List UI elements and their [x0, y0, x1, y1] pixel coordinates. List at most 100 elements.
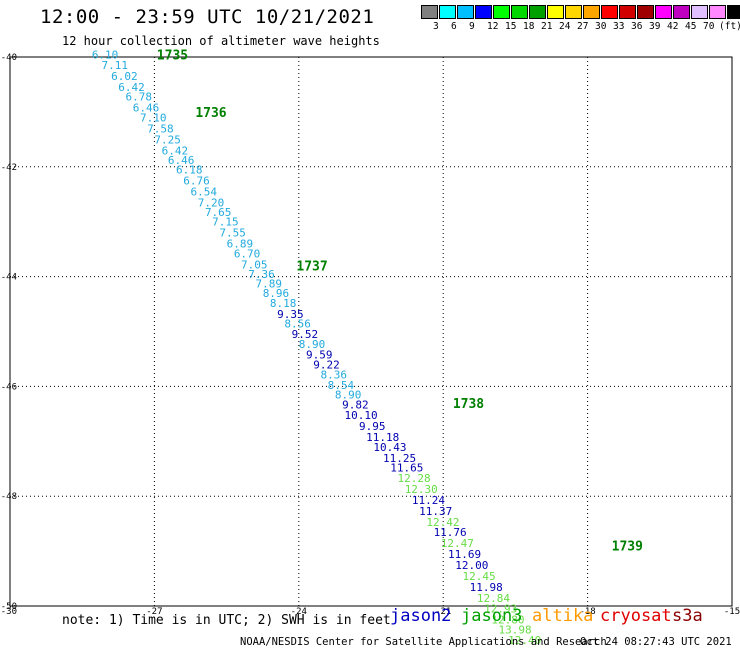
legend-swatch [421, 5, 438, 19]
wave-height-reading: 6.89 [227, 238, 254, 251]
wave-height-reading: 6.46 [168, 154, 195, 167]
wave-height-reading: 7.58 [147, 122, 174, 135]
satellite-jason2: jason2 [390, 606, 452, 626]
wave-height-reading: 12.00 [455, 559, 488, 572]
legend-swatch [439, 5, 456, 19]
wave-height-reading: 6.78 [126, 91, 152, 104]
legend-label: 45 [685, 21, 697, 32]
wave-height-reading: 7.10 [140, 111, 167, 124]
wave-height-reading: 12.84 [477, 592, 510, 605]
legend-label: 39 [649, 21, 661, 32]
latitude-label: -42 [1, 163, 17, 173]
wave-height-reading: 9.82 [342, 399, 369, 412]
legend-swatch [673, 5, 690, 19]
wave-height-reading: 9.59 [306, 349, 333, 362]
wave-height-reading: 6.42 [118, 81, 145, 94]
wave-height-reading: 6.18 [176, 164, 203, 177]
wave-height-reading: 12.45 [462, 570, 495, 583]
legend-swatch [727, 5, 740, 19]
longitude-label: -24 [291, 607, 307, 617]
legend-label: (ft) [719, 21, 740, 32]
wave-height-reading: 11.37 [419, 505, 452, 518]
wave-height-reading: 12.80 [491, 614, 524, 627]
wave-height-reading: 11.18 [366, 431, 399, 444]
wave-height-reading: 12.28 [397, 472, 430, 485]
pass-time-label: 1735 [157, 48, 188, 63]
pass-time-label: 1739 [612, 540, 643, 555]
legend-swatch [493, 5, 510, 19]
wave-height-reading: 10.43 [373, 441, 406, 454]
wave-height-reading: 7.65 [205, 206, 232, 219]
wave-height-reading: 11.76 [434, 526, 467, 539]
credit-line: NOAA/NESDIS Center for Satellite Applica… [240, 636, 607, 648]
legend-swatch [547, 5, 564, 19]
wave-height-reading: 7.11 [101, 59, 128, 72]
legend-label: 18 [523, 21, 535, 32]
map-frame [9, 56, 733, 607]
legend-swatch [619, 5, 636, 19]
legend-swatch [655, 5, 672, 19]
wave-height-reading: 8.90 [335, 389, 362, 402]
legend-swatch [637, 5, 654, 19]
pass-time-label: 1738 [453, 397, 484, 412]
latitude-label: -50 [1, 602, 17, 612]
latitude-label: -40 [1, 53, 17, 63]
latitude-label: -46 [1, 382, 17, 392]
legend-swatch [565, 5, 582, 19]
wave-height-reading: 11.98 [470, 581, 503, 594]
footer-note: note: 1) Time is in UTC; 2) SWH is in fe… [62, 613, 391, 628]
wave-height-reading: 12.40 [508, 634, 541, 647]
satellite-s3a: s3a [672, 606, 703, 626]
legend-label: 6 [451, 21, 457, 32]
longitude-label: -15 [724, 607, 740, 617]
legend-swatch [529, 5, 546, 19]
wave-height-reading: 12.47 [441, 537, 474, 550]
legend-label: 15 [505, 21, 517, 32]
wave-height-reading: 8.36 [320, 368, 347, 381]
map-title: 12:00 - 23:59 UTC 10/21/2021 [40, 6, 375, 28]
longitude-label: -18 [579, 607, 595, 617]
wave-height-reading: 11.25 [383, 452, 416, 465]
satellite-jason3: jason3 [461, 606, 523, 626]
wave-height-reading: 6.42 [162, 144, 189, 157]
legend-label: 12 [487, 21, 499, 32]
longitude-label: -21 [435, 607, 451, 617]
wave-height-reading: 6.76 [183, 175, 210, 188]
legend-swatch [457, 5, 474, 19]
wave-height-reading: 12.42 [426, 516, 459, 529]
legend-label: 33 [613, 21, 625, 32]
map-subtitle: 12 hour collection of altimeter wave hei… [62, 34, 380, 48]
wave-height-reading: 8.96 [263, 287, 290, 300]
latitude-label: -48 [1, 492, 17, 502]
wave-height-reading: 11.65 [390, 462, 423, 475]
wave-height-reading: 11.69 [448, 548, 481, 561]
longitude-label: -27 [146, 607, 162, 617]
wave-height-reading: 7.55 [219, 227, 246, 240]
legend-swatch [475, 5, 492, 19]
wave-height-reading: 6.02 [111, 70, 138, 83]
satellite-cryosat: cryosat [600, 606, 672, 626]
satellite-altika: altika [532, 606, 594, 626]
wave-height-reading: 6.10 [92, 48, 119, 61]
legend-label: 36 [631, 21, 643, 32]
legend-label: 9 [469, 21, 475, 32]
legend-swatch [709, 5, 726, 19]
color-scale-labels: 3 6 9 12 15 18 21 24 27 30 33 36 39 42 45 70 (ft) [421, 21, 740, 33]
wave-height-reading: 9.52 [292, 328, 319, 341]
wave-height-reading: 7.20 [198, 196, 225, 209]
legend-label: 70 [703, 21, 715, 32]
longitude-label: -30 [1, 607, 17, 617]
wave-height-reading: 7.25 [154, 133, 181, 146]
wave-height-reading: 7.89 [255, 278, 281, 291]
generation-timestamp: Oct 24 08:27:43 UTC 2021 [580, 636, 732, 648]
wave-height-reading: 8.18 [270, 297, 297, 310]
wave-height-reading: 13.98 [499, 624, 532, 637]
legend-label: 42 [667, 21, 679, 32]
wave-height-reading: 7.15 [212, 216, 239, 229]
wave-height-reading: 11.24 [412, 494, 445, 507]
legend-label: 3 [433, 21, 439, 32]
latitude-label: -44 [1, 273, 17, 283]
legend-label: 21 [541, 21, 553, 32]
wave-height-reading: 12.93 [484, 603, 517, 616]
